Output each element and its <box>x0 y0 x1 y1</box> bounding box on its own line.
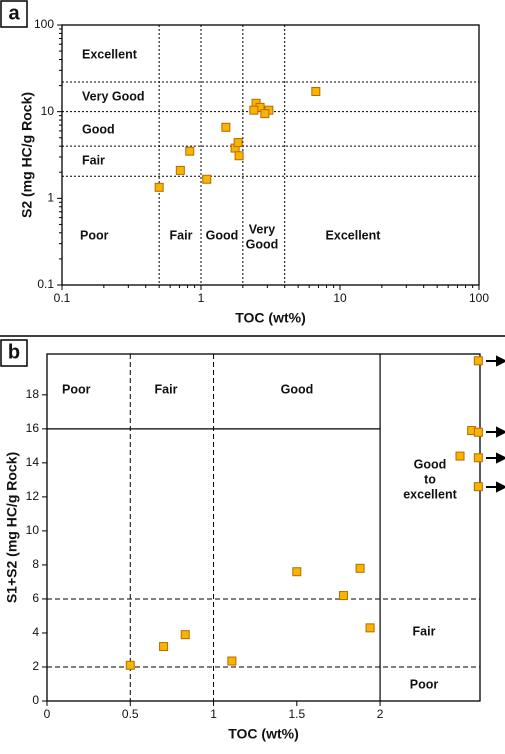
zone-label: Fair <box>82 153 105 167</box>
y-tick-label: 10 <box>41 104 55 118</box>
y-tick-label: 1 <box>47 191 54 205</box>
y-tick-label: 100 <box>34 17 54 31</box>
panel-box <box>0 339 28 367</box>
point <box>455 451 465 461</box>
point <box>234 151 244 161</box>
point <box>355 563 365 573</box>
zone-label: Poor <box>80 228 109 242</box>
point <box>473 427 483 437</box>
point <box>154 182 164 192</box>
y-tick-label: 14 <box>26 455 40 469</box>
zone-label: Poor <box>410 677 439 691</box>
x-tick-label: 1.5 <box>288 707 305 721</box>
zone-label: Very Good <box>82 89 145 103</box>
panel-label: a <box>8 2 20 24</box>
x-tick-label: 10 <box>333 291 347 305</box>
zone-label: to <box>424 472 436 486</box>
zone-label: Good <box>206 228 239 242</box>
zone-label: excellent <box>403 487 457 501</box>
point <box>159 642 169 652</box>
point <box>365 623 375 633</box>
point <box>125 660 135 670</box>
zone-label: Fair <box>155 382 178 396</box>
plot-frame <box>61 24 480 286</box>
y-tick-label: 2 <box>32 659 39 673</box>
zone-label: Excellent <box>326 228 382 242</box>
point <box>221 122 231 132</box>
y-tick-label: 0.1 <box>37 277 54 291</box>
point <box>249 105 259 115</box>
zone-label: Fair <box>413 624 436 638</box>
x-tick-label: 1 <box>210 707 217 721</box>
panel-box <box>0 0 28 28</box>
x-axis-label: TOC (wt%) <box>228 726 299 742</box>
y-tick-label: 4 <box>32 625 39 639</box>
y-axis-label: S2 (mg HC/g Rock) <box>19 92 35 218</box>
point <box>473 482 483 492</box>
point <box>175 165 185 175</box>
panel-label: b <box>8 341 20 363</box>
zone-label: Very <box>249 222 275 236</box>
point <box>473 453 483 463</box>
x-axis-label: TOC (wt%) <box>235 310 306 326</box>
y-axis-label: S1+S2 (mg HC/g Rock) <box>4 452 20 603</box>
point <box>202 174 212 184</box>
point <box>473 356 483 366</box>
point <box>185 146 195 156</box>
x-tick-label: 0.5 <box>122 707 139 721</box>
point <box>227 656 237 666</box>
zone-label: Good <box>246 237 279 251</box>
plot-frame <box>46 353 481 702</box>
y-tick-label: 18 <box>26 387 40 401</box>
y-tick-label: 12 <box>26 489 40 503</box>
y-tick-label: 6 <box>32 591 39 605</box>
x-tick-label: 0 <box>44 707 51 721</box>
arrows <box>486 355 505 493</box>
zone-label: Good <box>414 457 447 471</box>
point <box>260 109 270 119</box>
y-tick-label: 10 <box>26 523 40 537</box>
x-tick-label: 100 <box>469 291 489 305</box>
point <box>311 86 321 96</box>
x-tick-label: 1 <box>198 291 205 305</box>
point <box>233 138 243 148</box>
y-tick-label: 0 <box>32 693 39 707</box>
zone-label: Excellent <box>82 47 138 61</box>
zone-label: Good <box>82 122 115 136</box>
zone-label: Fair <box>170 228 193 242</box>
zone-label: Poor <box>62 382 91 396</box>
y-tick-label: 8 <box>32 557 39 571</box>
point <box>180 630 190 640</box>
point <box>338 591 348 601</box>
point <box>292 567 302 577</box>
x-tick-label: 0.1 <box>54 291 71 305</box>
y-tick-label: 16 <box>26 421 40 435</box>
zone-label: Good <box>281 382 314 396</box>
x-tick-label: 2 <box>377 707 384 721</box>
